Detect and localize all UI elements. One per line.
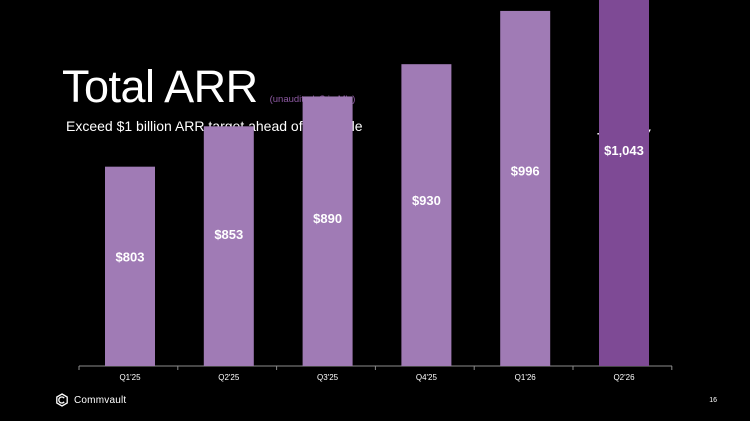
x-tick-label: Q2'25 [218,373,240,382]
bar-Q125 [105,166,155,366]
bar-value-label: $853 [214,227,243,242]
bar-value-label: $930 [412,193,441,208]
page-number: 16 [709,397,717,404]
bar-value-label: $890 [313,211,342,226]
bar-Q425 [401,64,452,366]
bar-value-label: $803 [116,249,145,264]
commvault-logo: Commvault [55,393,126,407]
bar-Q126 [500,10,551,366]
commvault-logo-icon [56,393,68,407]
x-tick-label: Q2'26 [613,373,635,382]
page-title: Total ARR [62,61,258,112]
bar-Q225 [203,126,254,366]
bar-value-label: $1,043 [604,143,644,158]
x-tick-label: Q1'25 [119,373,141,382]
subtitle: Exceed $1 billion ARR target ahead of sc… [66,118,363,134]
logo-text: Commvault [74,394,127,406]
x-tick-label: Q1'26 [515,373,537,382]
x-tick-label: Q4'25 [416,373,438,382]
bar-value-label: $996 [511,164,540,179]
bar-Q325 [302,96,353,366]
x-tick-label: Q3'25 [317,373,339,382]
bar-Q226 [599,0,649,367]
